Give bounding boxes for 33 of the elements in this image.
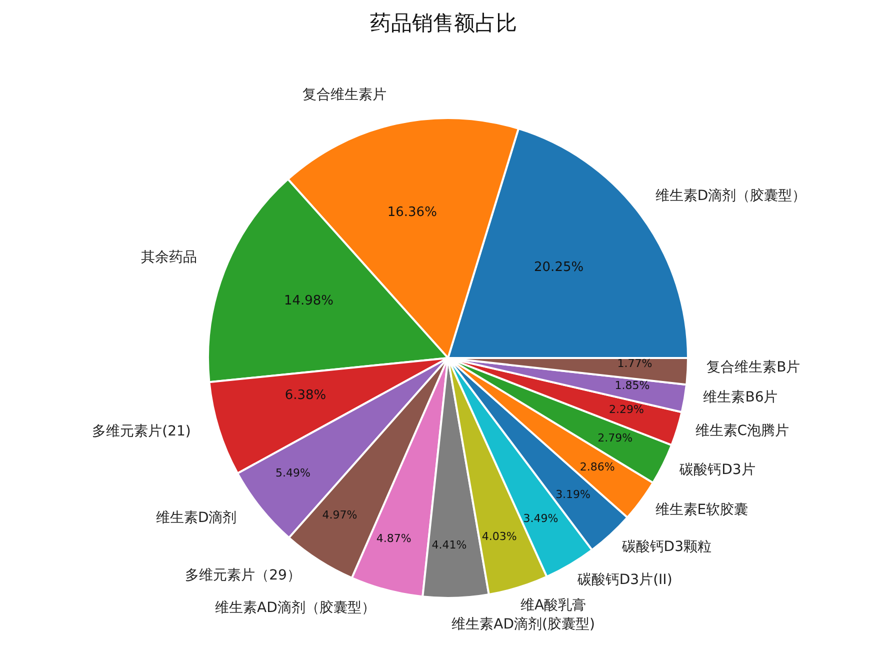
data-label: 3.19% (556, 488, 591, 501)
chart-title: 药品销售额占比 (369, 10, 518, 37)
data-label: 5.49% (276, 466, 310, 480)
slice-label: 维生素B6片 (703, 390, 778, 406)
data-label: 2.86% (580, 460, 615, 474)
slice-label: 维生素AD滴剂(胶囊型) (452, 616, 595, 632)
slice-label: 碳酸钙D3片 (678, 462, 756, 478)
slice-label: 复合维生素B片 (706, 360, 800, 376)
slice-label: 维生素E软胶囊 (655, 502, 748, 518)
slice-label: 维生素D滴剂 (156, 510, 237, 526)
slice-label: 其余药品 (140, 249, 197, 266)
data-label: 20.25% (534, 260, 584, 275)
slice-label: 维生素AD滴剂（胶囊型） (215, 600, 376, 616)
slice-label: 维生素D滴剂（胶囊型） (655, 188, 806, 204)
data-label: 1.77% (617, 357, 652, 370)
slice-label: 多维元素片(21) (92, 423, 191, 440)
slice-label: 维生素C泡腾片 (695, 422, 790, 439)
data-label: 4.03% (482, 530, 517, 544)
data-label: 3.49% (523, 512, 558, 525)
data-label: 4.87% (376, 532, 412, 546)
slice-label: 碳酸钙D3片(II) (576, 572, 672, 588)
data-label: 2.29% (608, 403, 644, 416)
data-label: 14.98% (284, 293, 334, 308)
data-label: 16.36% (387, 204, 437, 220)
data-label: 6.38% (284, 388, 326, 404)
slice-label: 多维元素片（29） (185, 568, 301, 584)
data-label: 2.79% (598, 432, 633, 445)
data-label: 4.41% (432, 538, 467, 552)
slice-label: 复合维生素片 (302, 87, 386, 104)
data-label: 4.97% (322, 508, 358, 522)
slice-label: 维A酸乳膏 (520, 597, 586, 614)
data-label: 1.85% (614, 378, 650, 392)
slice-label: 碳酸钙D3颗粒 (620, 539, 712, 556)
